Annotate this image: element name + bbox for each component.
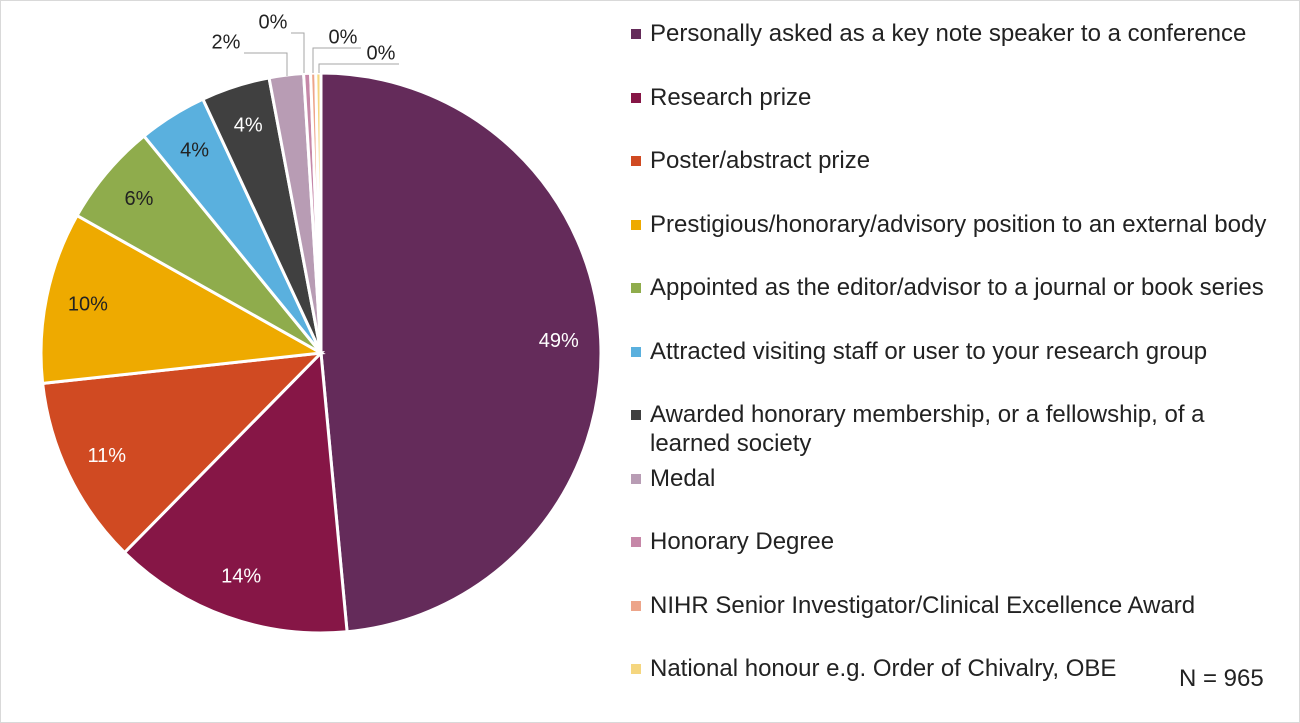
legend-item: Research prize xyxy=(631,83,1271,112)
legend-swatch xyxy=(631,283,641,293)
legend-item: Appointed as the editor/advisor to a jou… xyxy=(631,273,1271,302)
legend-label: Attracted visiting staff or user to your… xyxy=(650,337,1208,365)
legend-swatch xyxy=(631,537,641,547)
pie-slice xyxy=(41,351,326,555)
legend-label: Prestigious/honorary/advisory position t… xyxy=(650,210,1267,238)
legend-item: National honour e.g. Order of Chivalry, … xyxy=(631,654,1271,683)
pie-slice xyxy=(319,71,603,634)
legend-item: Poster/abstract prize xyxy=(631,146,1271,175)
legend-item: Prestigious/honorary/advisory position t… xyxy=(631,210,1271,239)
legend-swatch xyxy=(631,346,641,357)
data-label: 14% xyxy=(221,565,261,587)
annotation: N = 965 xyxy=(1179,665,1264,692)
legend-label: Honorary Degree xyxy=(650,528,835,555)
leader-line xyxy=(291,32,305,73)
legend-swatch xyxy=(631,473,641,484)
pie-area: 49% 14% 11% 10% 6% 4% 4% 2% 0% 0% 0% xyxy=(39,11,603,635)
legend-swatch xyxy=(631,410,641,420)
legend-item: Awarded honorary membership, or a fellow… xyxy=(631,400,1271,458)
legend-swatch xyxy=(631,664,641,674)
pie-slice xyxy=(314,71,323,354)
data-label: 0% xyxy=(259,11,288,33)
legend-item: Attracted visiting staff or user to your… xyxy=(631,337,1271,366)
data-label: 49% xyxy=(539,330,579,352)
legend-label: NIHR Senior Investigator/Clinical Excell… xyxy=(650,591,1196,619)
data-label: 2% xyxy=(212,31,241,53)
legend-label: Personally asked as a key note speaker t… xyxy=(650,20,1247,47)
legend-label: Awarded honorary membership, or a fellow… xyxy=(650,401,1205,457)
legend-item: Medal xyxy=(631,464,1271,493)
data-label: 0% xyxy=(367,42,396,64)
legend-swatch xyxy=(631,156,641,166)
legend-swatch xyxy=(631,600,641,611)
leader-line xyxy=(312,47,361,73)
legend-swatch xyxy=(631,29,641,39)
legend-label: Medal xyxy=(650,464,716,492)
data-label: 10% xyxy=(68,293,108,315)
legend-swatch xyxy=(631,219,641,230)
leader-line xyxy=(244,52,288,76)
pie-slice xyxy=(39,213,326,386)
legend-label: Research prize xyxy=(650,83,812,111)
pie-slice xyxy=(122,349,349,635)
legend-label: National honour e.g. Order of Chivalry, … xyxy=(650,655,1117,682)
legend-item: NIHR Senior Investigator/Clinical Excell… xyxy=(631,591,1271,620)
leader-line xyxy=(318,63,399,73)
data-label: 4% xyxy=(180,140,209,162)
data-label: 0% xyxy=(329,26,358,48)
legend-item: Personally asked as a key note speaker t… xyxy=(631,19,1271,48)
legend-label: Poster/abstract prize xyxy=(650,147,871,174)
legend-item: Honorary Degree xyxy=(631,527,1271,556)
legend-label: Appointed as the editor/advisor to a jou… xyxy=(650,274,1264,301)
data-label: 11% xyxy=(88,445,127,467)
legend-swatch xyxy=(631,92,641,103)
data-label: 6% xyxy=(124,188,153,210)
data-label: 4% xyxy=(234,115,263,137)
